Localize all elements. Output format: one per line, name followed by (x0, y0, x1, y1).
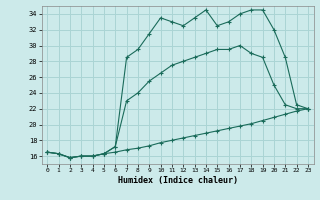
X-axis label: Humidex (Indice chaleur): Humidex (Indice chaleur) (118, 176, 237, 185)
